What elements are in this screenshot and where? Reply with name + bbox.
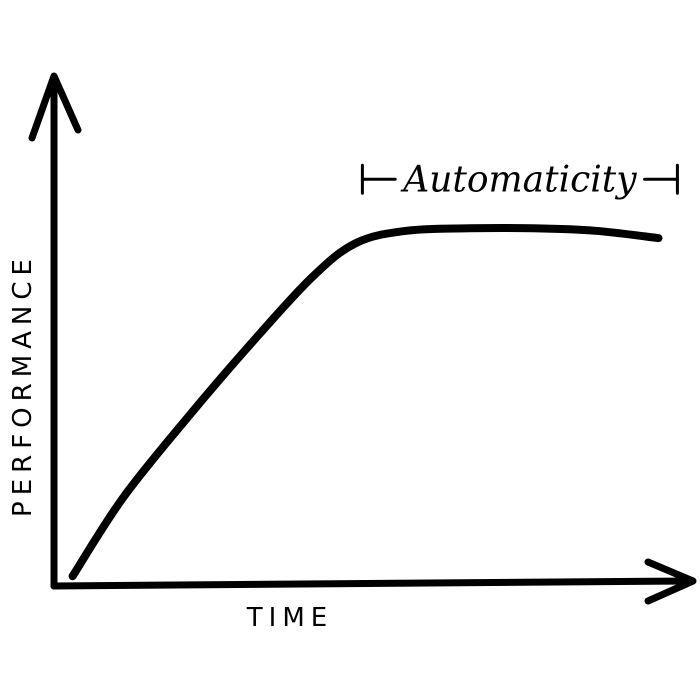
automaticity-label: Automaticity — [400, 159, 637, 200]
x-axis-label: TIME — [246, 603, 333, 633]
y-axis-arrowhead — [28, 72, 82, 142]
performance-curve — [68, 224, 663, 581]
y-axis-label: PERFORMANCE — [8, 253, 38, 517]
x-axis-arrowhead — [644, 558, 697, 605]
x-axis-line — [50, 577, 694, 590]
automaticity-bracket — [360, 163, 679, 195]
